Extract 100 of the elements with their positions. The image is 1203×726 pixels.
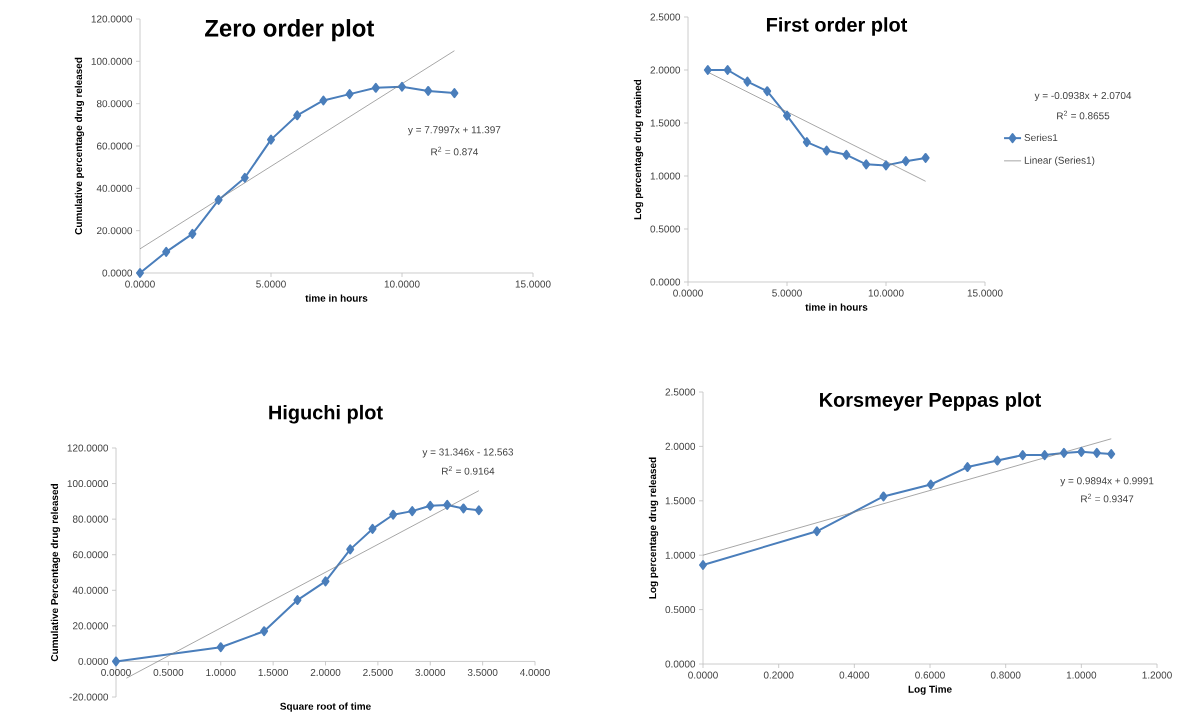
x-axis-title: time in hours <box>805 303 868 311</box>
point <box>723 65 732 75</box>
point <box>743 76 752 87</box>
point <box>240 172 249 183</box>
x-tick-label: 3.5000 <box>467 668 498 676</box>
point <box>802 137 811 148</box>
x-tick-label: 0.6000 <box>915 671 945 679</box>
point <box>293 595 302 606</box>
point <box>368 523 377 534</box>
y-tick-label: 0.5000 <box>665 606 696 614</box>
x-tick-label: 5.0000 <box>772 289 802 297</box>
text: y = -0.0938x + 2.0704 <box>1034 91 1132 101</box>
y-tick-label: 80.0000 <box>96 100 133 108</box>
x-tick-label: 1.2000 <box>1142 671 1172 679</box>
chart-title: Higuchi plot <box>269 404 383 424</box>
y-tick-label: 0.0000 <box>102 269 133 277</box>
x-tick-label: 1.0000 <box>206 668 236 676</box>
point <box>112 656 120 667</box>
y-tick-label: 1.5000 <box>665 497 696 505</box>
y-tick-label: 120.0000 <box>67 444 109 452</box>
point <box>1059 447 1068 458</box>
y-tick-label: 0.0000 <box>78 657 109 665</box>
y-tick-label: 0.5000 <box>650 225 681 233</box>
chart-title: Zero order plot <box>205 19 375 42</box>
x-tick-label: 0.0000 <box>673 289 703 297</box>
y-tick-label: 100.0000 <box>91 57 133 65</box>
point <box>783 110 792 121</box>
y-tick-label: 60.0000 <box>72 551 109 559</box>
y-tick-label: 80.0000 <box>72 515 109 523</box>
point <box>346 544 355 555</box>
chart-title: First order plot <box>766 17 908 36</box>
point <box>862 159 871 170</box>
point <box>371 82 380 93</box>
x-tick-label: 10.0000 <box>868 289 904 297</box>
x-tick-label: 10.0000 <box>384 280 420 288</box>
point <box>822 145 831 156</box>
y-axis-title: Log percentage drug retained <box>633 79 644 220</box>
y-tick-label: 2.0000 <box>650 66 681 74</box>
x-tick-label: 2.0000 <box>310 668 341 676</box>
point <box>424 85 433 96</box>
point <box>699 559 708 570</box>
point <box>1077 446 1086 457</box>
point <box>345 89 354 100</box>
y-tick-label: 100.0000 <box>67 480 109 488</box>
point <box>443 499 452 510</box>
point <box>398 81 406 92</box>
y-tick-label: 0.0000 <box>665 660 696 668</box>
point <box>1040 450 1049 461</box>
point <box>450 88 459 99</box>
point <box>993 455 1002 466</box>
y-axis-title: Cumulative percentage drug released <box>74 57 85 235</box>
point <box>879 491 888 502</box>
point <box>136 268 144 278</box>
annotation: y = 7.7997x + 11.397 <box>408 126 501 136</box>
y-tick-label: 2.0000 <box>665 442 696 450</box>
x-tick-label: 15.0000 <box>967 289 1003 297</box>
point <box>1092 447 1101 458</box>
y-tick-label: 40.0000 <box>72 586 109 594</box>
point <box>321 576 330 587</box>
point <box>882 160 891 171</box>
y-tick-label: 1.0000 <box>650 172 681 180</box>
x-tick-label: 0.5000 <box>153 668 184 676</box>
x-tick-label: 0.0000 <box>125 280 155 288</box>
x-axis-title: Square root of time <box>280 702 371 712</box>
x-tick-label: 3.0000 <box>415 668 446 676</box>
point <box>389 509 398 520</box>
x-axis-title: time in hours <box>305 294 368 302</box>
x-tick-label: 1.0000 <box>1066 671 1097 679</box>
y-axis-title: Cumulative Percentage drug released <box>50 484 61 662</box>
legend-label: Linear (Series1) <box>1024 156 1095 166</box>
point <box>188 228 197 239</box>
annotation: y = 31.346x - 12.563 <box>422 448 514 458</box>
y-tick-label: 1.0000 <box>665 551 696 559</box>
x-tick-label: 0.0000 <box>688 671 718 679</box>
point <box>459 503 468 514</box>
point <box>293 110 302 121</box>
x-axis-title: Log Time <box>908 685 952 695</box>
annotation: R$^{2}$ = 0.874 <box>431 146 479 156</box>
x-tick-label: 5.0000 <box>256 280 286 288</box>
annotation: R$^{2}$ = 0.9347 <box>1081 493 1134 503</box>
point <box>763 86 772 97</box>
y-tick-label: -20.0000 <box>69 693 109 701</box>
chart-title: Korsmeyer Peppas plot <box>820 392 1042 411</box>
y-tick-label: 20.0000 <box>72 622 109 630</box>
annotation: y = 0.9894x + 0.9991 <box>1060 477 1154 487</box>
point <box>703 65 712 75</box>
x-tick-label: 0.2000 <box>763 671 794 679</box>
y-tick-label: 1.5000 <box>650 119 681 127</box>
point <box>474 505 483 516</box>
point <box>260 626 269 637</box>
x-tick-label: 1.5000 <box>258 668 288 676</box>
point <box>1107 449 1116 460</box>
point <box>214 194 223 205</box>
point <box>319 95 328 106</box>
point <box>842 149 851 160</box>
x-tick-label: 0.8000 <box>990 671 1021 679</box>
legend-label: Series1 <box>1024 133 1058 142</box>
point <box>963 462 972 473</box>
point <box>426 500 435 511</box>
x-tick-label: 15.0000 <box>515 280 551 288</box>
